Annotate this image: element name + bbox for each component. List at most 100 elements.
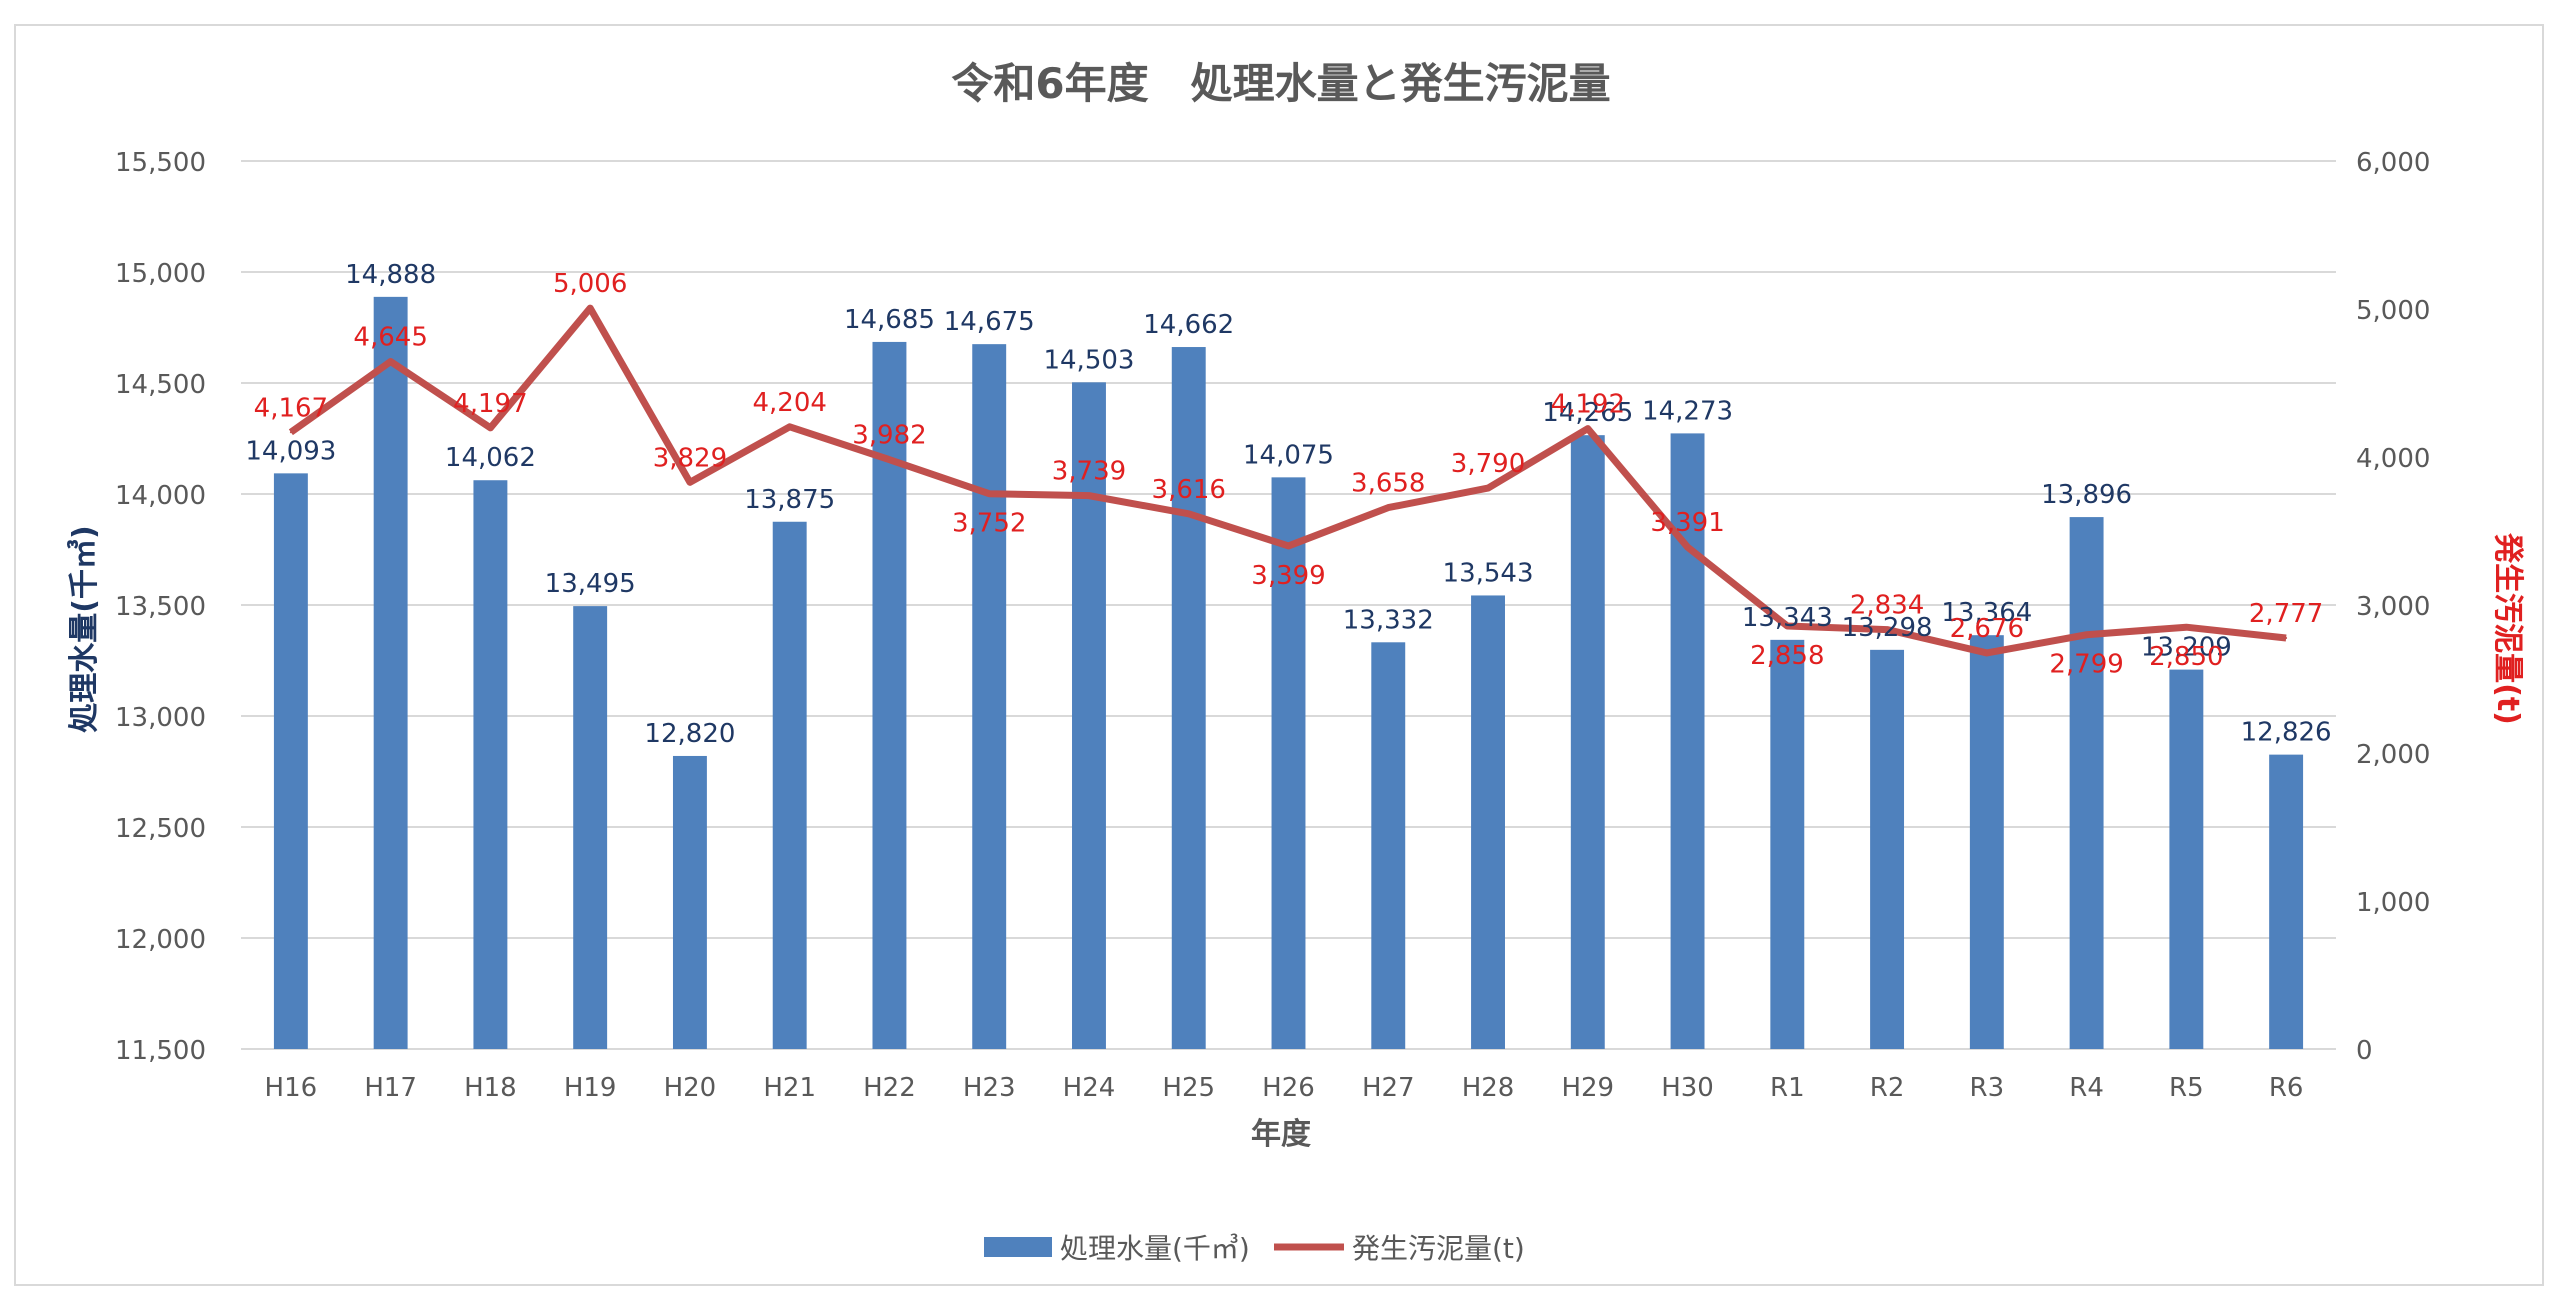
bar <box>1870 649 1905 1049</box>
bar-data-label: 14,093 <box>245 436 336 466</box>
x-tick-label: H19 <box>564 1073 617 1103</box>
bar-data-label: 13,543 <box>1443 558 1534 588</box>
bar <box>1770 639 1805 1049</box>
bar <box>573 606 608 1049</box>
bar-data-label: 13,896 <box>2041 480 2132 510</box>
line-data-label: 3,790 <box>1451 449 1525 479</box>
line-point <box>489 426 492 429</box>
left-tick-label: 14,500 <box>115 370 206 400</box>
line-point <box>2185 626 2188 629</box>
x-tick-label: H20 <box>664 1073 717 1103</box>
x-tick-label: R2 <box>1870 1073 1905 1103</box>
right-axis-label: 発生汚泥量(t) <box>2490 532 2525 725</box>
line-point <box>1686 546 1689 549</box>
bar <box>1371 642 1406 1049</box>
bar <box>1570 435 1605 1049</box>
bar <box>672 755 707 1049</box>
line-data-label: 2,777 <box>2249 599 2323 629</box>
x-tick-label: H27 <box>1362 1073 1415 1103</box>
right-tick-label: 1,000 <box>2356 888 2430 918</box>
line-data-label: 3,658 <box>1351 469 1425 499</box>
line-point <box>988 492 991 495</box>
bar-data-label: 14,662 <box>1143 310 1234 340</box>
line-point <box>1886 628 1889 631</box>
legend-bar-swatch <box>984 1237 1052 1257</box>
left-tick-label: 12,000 <box>115 925 206 955</box>
x-tick-label: H23 <box>963 1073 1016 1103</box>
left-axis-ticks: 11,500 12,000 12,500 13,000 13,500 14,000 14,5… <box>115 148 206 1066</box>
right-tick-label: 0 <box>2356 1036 2373 1066</box>
bar <box>1471 595 1505 1049</box>
x-tick-label: H28 <box>1462 1073 1515 1103</box>
x-tick-label: H29 <box>1561 1073 1614 1103</box>
x-tick-label: H30 <box>1661 1073 1714 1103</box>
line-data-label: 4,192 <box>1551 390 1625 420</box>
left-tick-label: 15,500 <box>115 148 206 178</box>
line-data-label: 3,391 <box>1650 508 1724 538</box>
line-point <box>389 360 392 363</box>
line-data-label: 2,834 <box>1850 591 1924 621</box>
bar-data-label: 14,265 <box>1542 398 1633 428</box>
line-data-label: 4,197 <box>453 389 527 419</box>
line-point <box>289 431 292 434</box>
x-tick-label: H26 <box>1262 1073 1315 1103</box>
x-tick-label: R6 <box>2269 1073 2304 1103</box>
bar-data-label: 13,875 <box>744 485 835 515</box>
chart-frame: 令和6年度 処理水量と発生汚泥量 11,500 12,000 12,500 13,00… <box>14 24 2544 1286</box>
line-point <box>1487 487 1490 490</box>
x-tick-label: H16 <box>265 1073 318 1103</box>
bar <box>473 480 508 1050</box>
line-data-label: 2,850 <box>2149 642 2223 672</box>
bar-data-label: 14,685 <box>844 305 935 335</box>
bar-data-label: 13,364 <box>1941 598 2032 628</box>
bar <box>1271 477 1306 1050</box>
line-point <box>1985 651 1988 654</box>
line-series <box>288 304 2288 657</box>
line-point <box>2085 633 2088 636</box>
bar-data-label: 14,888 <box>345 260 436 290</box>
bar-data-label: 12,826 <box>2241 718 2332 748</box>
x-tick-label: R5 <box>2169 1073 2204 1103</box>
right-tick-label: 5,000 <box>2356 296 2430 326</box>
legend-line-label: 発生汚泥量(t) <box>1352 1232 1525 1265</box>
bar <box>373 296 408 1049</box>
bar <box>772 521 807 1049</box>
line-data-label: 5,006 <box>553 269 627 299</box>
line-data-label: 3,739 <box>1052 457 1126 487</box>
bar-data-label: 13,495 <box>545 569 636 599</box>
bar <box>972 344 1007 1049</box>
line-data-label: 2,858 <box>1750 641 1824 671</box>
bar-data-label: 13,298 <box>1842 613 1933 643</box>
right-tick-label: 2,000 <box>2356 740 2430 770</box>
line-data-label: 3,752 <box>952 509 1026 539</box>
bar-data-label: 13,209 <box>2141 633 2232 663</box>
left-axis-label: 処理水量(千㎥) <box>67 525 102 732</box>
right-tick-label: 4,000 <box>2356 444 2430 474</box>
legend: 処理水量(千㎥) 発生汚泥量(t) <box>984 1232 1525 1265</box>
line-data-label: 3,399 <box>1251 561 1325 591</box>
right-tick-label: 3,000 <box>2356 592 2430 622</box>
line-point <box>788 425 791 428</box>
line-data-label: 2,799 <box>2049 650 2123 680</box>
bar-data-label: 12,820 <box>644 719 735 749</box>
bar-data-label: 14,675 <box>944 307 1035 337</box>
x-tick-label: R1 <box>1770 1073 1805 1103</box>
bar <box>2169 669 2204 1049</box>
line-point <box>888 458 891 461</box>
bar <box>2069 517 2104 1049</box>
left-tick-label: 13,000 <box>115 703 206 733</box>
bar-data-labels: 14,093 14,888 14,062 13,495 12,820 13,875 14,6… <box>245 260 2331 749</box>
bar-data-label: 14,273 <box>1642 396 1733 426</box>
bar-data-label: 13,332 <box>1343 605 1434 635</box>
x-tick-label: H17 <box>364 1073 417 1103</box>
line-point <box>1187 512 1190 515</box>
bar-data-label: 14,075 <box>1243 440 1334 470</box>
left-tick-label: 11,500 <box>115 1036 206 1066</box>
bar <box>1171 347 1206 1049</box>
x-tick-label: H18 <box>464 1073 517 1103</box>
line-data-label: 3,829 <box>653 443 727 473</box>
line-data-label: 4,645 <box>353 323 427 353</box>
line-point <box>1087 494 1090 497</box>
x-tick-label: H21 <box>763 1073 816 1103</box>
line-point <box>1586 427 1589 430</box>
